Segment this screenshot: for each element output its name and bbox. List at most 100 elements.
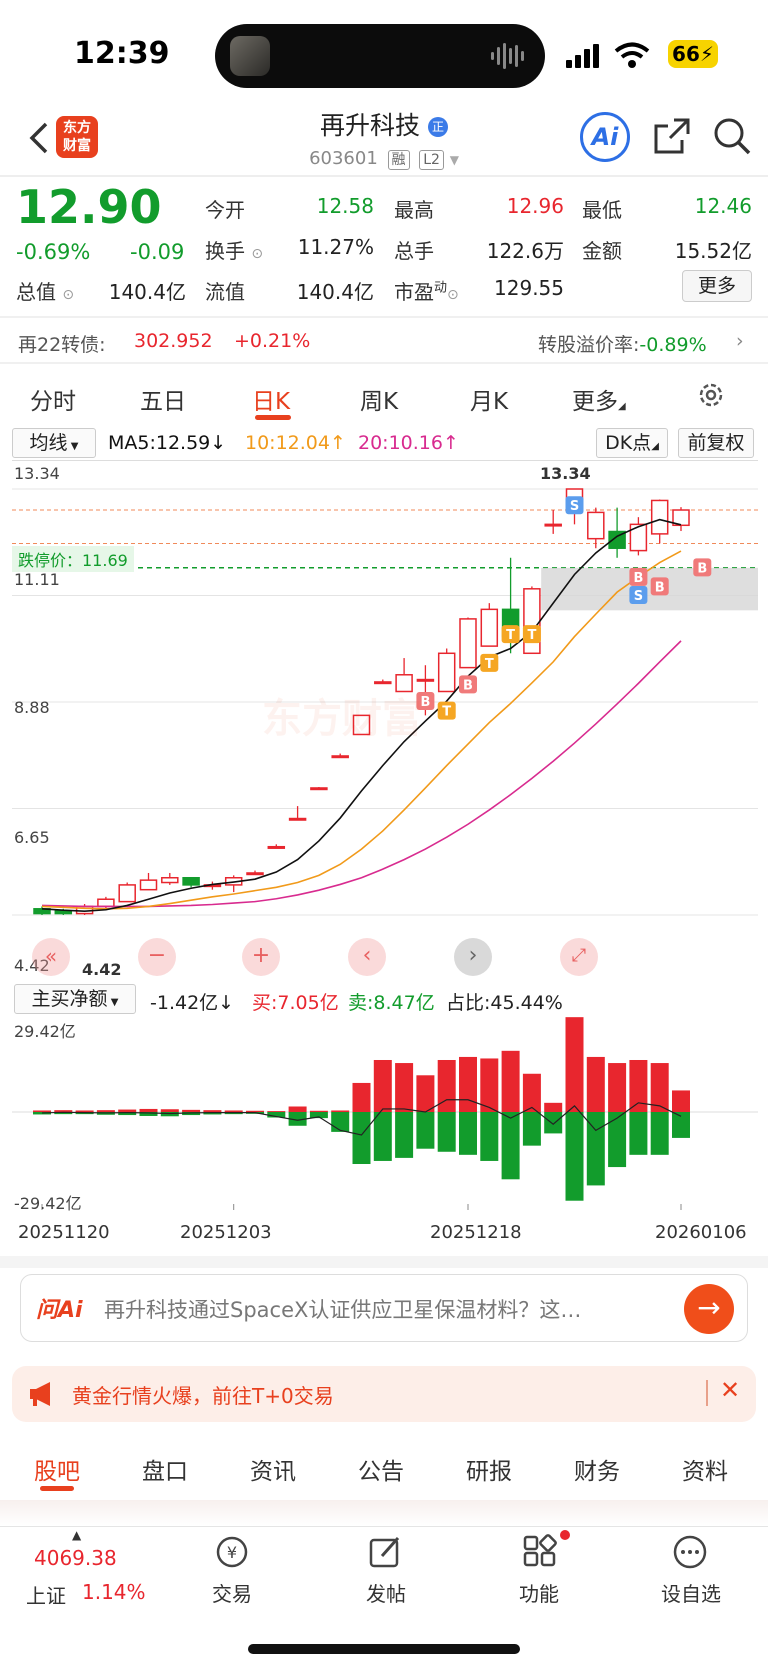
candle-body: [97, 898, 115, 908]
search-icon[interactable]: [712, 116, 752, 156]
buy-bar: [203, 1110, 222, 1112]
tab-profile[interactable]: 资料: [682, 1459, 728, 1485]
buy-bar: [416, 1075, 435, 1112]
sell-bar: [33, 1112, 51, 1115]
flow-buy: 买:7.05亿: [252, 992, 339, 1014]
index-name[interactable]: 上证: [26, 1584, 66, 1608]
candle-body: [310, 787, 328, 791]
buy-bar: [160, 1109, 179, 1112]
buy-marker: [693, 558, 712, 577]
verified-badge: 正: [427, 117, 448, 137]
tab-more[interactable]: 更多◢: [572, 389, 626, 415]
tab-five-day[interactable]: 五日: [140, 389, 186, 415]
adjust-button[interactable]: 前复权: [678, 428, 754, 458]
trade-icon[interactable]: ¥: [212, 1534, 252, 1570]
ask-ai-question[interactable]: 再升科技通过SpaceX认证供应卫星保温材料？这…: [104, 1298, 582, 1322]
sell-bar: [565, 1112, 584, 1201]
close-icon[interactable]: ✕: [720, 1376, 741, 1404]
ask-ai-bar[interactable]: [20, 1274, 748, 1342]
tab-monthly-k[interactable]: 月K: [470, 389, 509, 415]
notice-text[interactable]: 黄金行情火爆，前往T+0交易: [72, 1384, 334, 1408]
tab-intraday[interactable]: 分时: [30, 389, 76, 415]
t-marker-text: T: [485, 657, 494, 672]
volume-value: 122.6万: [486, 239, 564, 263]
notice-banner[interactable]: [12, 1366, 756, 1422]
arrow-right-icon[interactable]: →: [684, 1284, 734, 1334]
support-band: [541, 567, 758, 611]
more-dots-icon[interactable]: [672, 1534, 708, 1570]
index-value[interactable]: 4069.38: [34, 1546, 117, 1570]
flow-selector[interactable]: 主买净额 ▼: [14, 984, 136, 1014]
ma-selector[interactable]: 均线 ▼: [12, 428, 96, 458]
y-label-top: 13.34: [14, 464, 60, 483]
pan-left-icon[interactable]: ‹: [348, 938, 386, 976]
buy-bar: [650, 1063, 669, 1112]
tab-guba[interactable]: 股吧: [34, 1459, 80, 1485]
tab-orderbook[interactable]: 盘口: [142, 1459, 188, 1485]
candle-body: [544, 523, 562, 527]
settings-gear-icon[interactable]: [696, 380, 726, 410]
tab-announcements[interactable]: 公告: [358, 1459, 404, 1485]
svg-text:¥: ¥: [227, 1543, 237, 1562]
index-change[interactable]: 1.14%: [82, 1580, 146, 1604]
compose-icon[interactable]: [368, 1534, 404, 1570]
premium-label[interactable]: 转股溢价率:-0.89%: [538, 334, 707, 356]
header-divider: [0, 175, 768, 177]
nav-functions[interactable]: 功能: [519, 1582, 559, 1606]
buy-marker-text: B: [655, 580, 665, 595]
candle-body: [246, 872, 264, 876]
functions-icon[interactable]: [522, 1534, 558, 1570]
tab-finance[interactable]: 财务: [574, 1459, 620, 1485]
stock-name: 再升科技 正: [0, 106, 768, 142]
candle-body: [331, 755, 349, 759]
stock-code-line[interactable]: 603601 融 L2 ▼: [309, 148, 459, 170]
flow-chart[interactable]: [12, 1014, 758, 1210]
dynamic-island: [215, 24, 545, 88]
candle-body: [352, 714, 371, 736]
buy-bar: [33, 1110, 51, 1112]
more-quote-button[interactable]: 更多: [682, 270, 752, 302]
buy-bar: [608, 1063, 627, 1112]
audio-wave-icon: [491, 43, 524, 69]
fullscreen-icon[interactable]: ⤢: [560, 938, 598, 976]
buy-bar: [373, 1059, 392, 1112]
nav-trade[interactable]: 交易: [212, 1582, 252, 1606]
date-label: 20251120: [18, 1222, 110, 1243]
buy-marker: [650, 577, 669, 596]
notice-divider: [706, 1380, 708, 1406]
rewind-icon[interactable]: «: [32, 938, 70, 976]
chevron-right-icon[interactable]: ›: [736, 330, 744, 352]
ma20-value: 20:10.16↑: [358, 432, 459, 454]
bond-name[interactable]: 再22转债:: [18, 334, 106, 356]
nav-post[interactable]: 发帖: [366, 1582, 406, 1606]
candle-body: [182, 876, 200, 886]
zoom-out-icon[interactable]: −: [138, 938, 176, 976]
sell-bar: [54, 1112, 73, 1115]
sell-bar: [267, 1112, 286, 1118]
ai-assistant-button[interactable]: Ai: [580, 112, 630, 162]
back-arrow-icon[interactable]: [22, 114, 58, 162]
candle-body: [608, 530, 626, 549]
dk-point-button[interactable]: DK点◢: [596, 428, 668, 458]
buy-bar: [309, 1110, 328, 1112]
candle-body: [54, 910, 73, 915]
buy-bar: [629, 1059, 648, 1112]
content-preview: [0, 1500, 768, 1526]
buy-bar: [96, 1110, 115, 1112]
tab-news[interactable]: 资讯: [250, 1459, 296, 1485]
candle-body: [650, 499, 669, 535]
buy-marker: [459, 675, 477, 694]
y-label: 11.11: [14, 570, 60, 589]
share-icon[interactable]: [652, 116, 692, 156]
tab-research[interactable]: 研报: [466, 1459, 512, 1485]
nav-add-watchlist[interactable]: 设自选: [661, 1582, 721, 1606]
float-value: 140.4亿: [296, 280, 374, 304]
pan-right-icon[interactable]: ›: [454, 938, 492, 976]
turnover-label: 换手 ⊙: [205, 239, 264, 263]
tab-daily-k[interactable]: 日K: [252, 389, 291, 415]
tab-weekly-k[interactable]: 周K: [360, 389, 399, 415]
ask-ai-logo: 问Ai: [36, 1298, 83, 1323]
zoom-in-icon[interactable]: +: [242, 938, 280, 976]
